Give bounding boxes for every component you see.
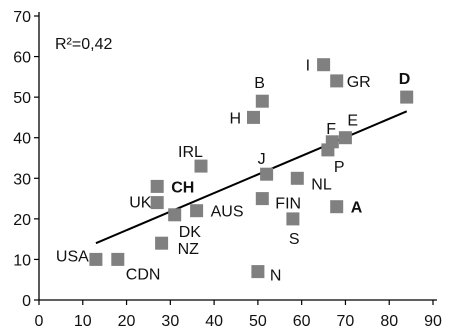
data-label-b: B (254, 75, 265, 92)
x-tick-label: 80 (380, 313, 398, 330)
data-point-f (325, 135, 339, 149)
x-tick-label: 10 (74, 313, 92, 330)
y-tick-label: 70 (13, 9, 31, 26)
data-label-s: S (289, 231, 300, 248)
data-label-dk: DK (179, 224, 202, 241)
data-label-uk: UK (129, 195, 152, 212)
data-point-ch (150, 179, 164, 193)
y-tick-label: 50 (13, 90, 31, 107)
data-label-f: F (326, 121, 336, 138)
x-tick-label: 90 (424, 313, 442, 330)
data-label-usa: USA (56, 248, 89, 265)
y-tick-label: 0 (22, 293, 31, 310)
data-point-s (286, 212, 300, 226)
data-label-j: J (258, 151, 266, 168)
trend-line (95, 110, 408, 245)
y-tick-label: 40 (13, 131, 31, 148)
data-label-cdn: CDN (126, 266, 161, 283)
data-label-n: N (270, 268, 282, 285)
data-label-fin: FIN (275, 196, 301, 213)
data-point-a (330, 200, 344, 214)
data-point-e (338, 131, 352, 145)
data-point-i (317, 58, 331, 72)
data-point-b (255, 94, 269, 108)
data-label-d: D (399, 71, 411, 88)
data-point-j (260, 167, 274, 181)
data-label-gr: GR (347, 74, 371, 91)
data-label-aus: AUS (211, 204, 244, 221)
x-tick-label: 0 (35, 313, 44, 330)
data-point-d (400, 90, 414, 104)
data-label-irl: IRL (178, 144, 203, 161)
data-label-i: I (306, 58, 310, 75)
data-point-n (251, 265, 265, 279)
data-point-irl (194, 159, 208, 173)
r-squared-annotation: R²=0,42 (55, 36, 112, 53)
axes-layer: 0 10 20 30 40 50 60 70 80 90 0 10 20 30 40 50 60 70 (13, 9, 442, 330)
data-label-a: A (351, 200, 363, 217)
y-tick-label: 30 (13, 171, 31, 188)
x-tick-label: 50 (249, 313, 267, 330)
data-point-dk (168, 208, 182, 222)
data-label-ch: CH (171, 179, 194, 196)
data-point-nz (155, 236, 169, 250)
data-label-e: E (347, 113, 358, 130)
data-point-fin (255, 192, 269, 206)
points-layer (89, 58, 414, 279)
data-label-nz: NZ (178, 241, 200, 258)
x-tick-label: 40 (205, 313, 223, 330)
x-tick-label: 20 (118, 313, 136, 330)
data-point-cdn (111, 252, 125, 266)
y-tick-label: 20 (13, 212, 31, 229)
x-tick-label: 30 (161, 313, 179, 330)
data-point-h (247, 110, 260, 124)
data-point-usa (89, 252, 103, 266)
y-tick-label: 60 (13, 50, 31, 67)
data-label-h: H (230, 110, 242, 127)
data-point-nl (290, 171, 304, 185)
y-tick-label: 10 (13, 252, 31, 269)
data-label-nl: NL (311, 176, 332, 193)
data-point-aus (190, 204, 204, 218)
data-point-gr (330, 74, 344, 88)
x-tick-label: 60 (293, 313, 311, 330)
x-tick-label: 70 (337, 313, 355, 330)
data-label-p: P (334, 159, 345, 176)
trendline-layer (95, 110, 408, 245)
data-point-uk (150, 196, 164, 210)
